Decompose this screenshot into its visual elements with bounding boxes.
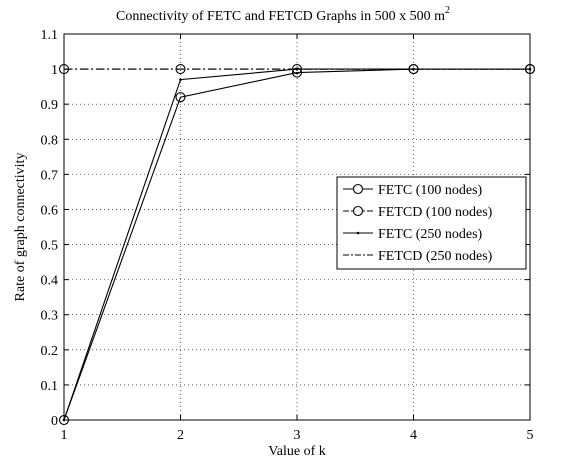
chart-title-main: Connectivity of FETC and FETCD Graphs in… (116, 9, 445, 24)
y-tick-label: 0.6 (41, 203, 59, 218)
legend-item: FETC (250 nodes) (343, 227, 483, 242)
legend-label: FETC (250 nodes) (378, 227, 483, 242)
legend-box (336, 176, 527, 270)
chart-title-superscript: 2 (445, 5, 450, 16)
y-tick-label: 0.3 (41, 309, 59, 324)
legend-label: FETCD (250 nodes) (378, 249, 493, 264)
legend-label: FETC (100 nodes) (378, 183, 483, 198)
y-tick-labels: 0 0.1 0.2 0.3 0.4 0.5 0.6 0.7 0.8 0.9 1 1.1 (41, 28, 59, 429)
data-point (295, 67, 299, 71)
y-tick-label: 1.1 (41, 28, 59, 43)
y-tick-label: 1 (51, 63, 58, 78)
x-tick-label: 1 (61, 428, 68, 443)
y-tick-label: 0.5 (41, 239, 59, 254)
legend-item: FETCD (100 nodes) (343, 205, 493, 220)
x-tick-label: 4 (410, 428, 417, 443)
legend-item: FETCD (250 nodes) (343, 249, 493, 264)
plot-frame (63, 33, 531, 421)
y-tick-label: 0.4 (41, 274, 59, 289)
y-tick-label: 0.7 (41, 168, 59, 183)
legend: FETC (100 nodes) FETCD (100 nodes) FETC (2… (336, 176, 527, 270)
data-point (179, 78, 182, 81)
data-point (175, 92, 186, 103)
y-tick-label: 0.8 (41, 133, 59, 148)
x-tick-label: 3 (294, 428, 301, 443)
y-tick-label: 0.9 (41, 98, 59, 113)
y-tick-label: 0 (51, 414, 58, 429)
legend-label: FETCD (100 nodes) (378, 205, 493, 220)
chart-title: Connectivity of FETC and FETCD Graphs in… (116, 5, 450, 24)
data-point (412, 67, 415, 71)
y-tick-label: 0.2 (41, 344, 59, 359)
y-axis-label: Rate of graph connectivity (13, 153, 28, 302)
legend-swatch-marker (352, 183, 364, 195)
x-tick-label: 5 (527, 428, 534, 443)
x-tick-labels: 1 2 3 4 5 (61, 428, 534, 443)
legend-item: FETC (100 nodes) (343, 183, 483, 198)
x-axis-label: Value of k (268, 444, 326, 459)
legend-swatch-marker (356, 231, 360, 235)
x-tick-label: 2 (177, 428, 184, 443)
legend-swatch-marker (352, 205, 364, 217)
y-tick-label: 0.1 (41, 379, 59, 394)
